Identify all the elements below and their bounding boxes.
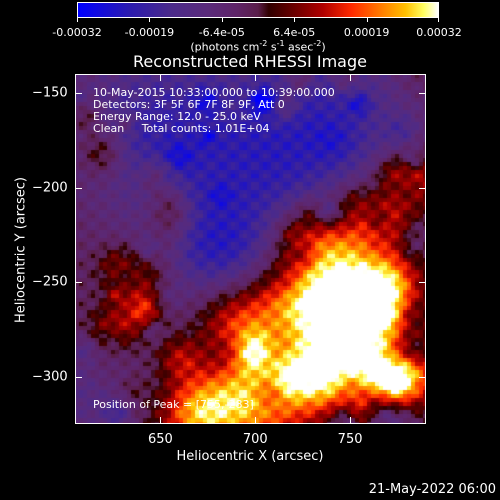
y-tickmark xyxy=(419,376,426,378)
colorbar-units-exp-3: -2 xyxy=(313,39,322,48)
y-tickmark xyxy=(75,92,82,94)
y-tickmark xyxy=(75,187,82,189)
annotation-time-range: 10-May-2015 10:33:00.000 to 10:39:00.000 xyxy=(93,86,335,99)
chart-title: Reconstructed RHESSI Image xyxy=(133,52,367,71)
annotation-detectors: Detectors: 3F 5F 6F 7F 8F 9F, Att 0 xyxy=(93,98,285,111)
colorbar-tickmark xyxy=(366,17,368,22)
colorbar xyxy=(77,2,439,18)
y-tick-label: −300 xyxy=(32,369,68,385)
x-tick-label: 750 xyxy=(337,432,363,447)
colorbar-tick-label: 6.4e-05 xyxy=(273,26,316,39)
y-tickmark xyxy=(419,282,426,284)
x-tickmark xyxy=(350,417,352,424)
plot-area xyxy=(75,74,426,424)
y-tick-label: −150 xyxy=(32,85,68,101)
colorbar-units-exp-1: -2 xyxy=(259,39,268,48)
colorbar-tick-label: -6.4e-05 xyxy=(198,26,245,39)
colorbar-units-exp-2: -1 xyxy=(276,39,285,48)
colorbar-tick-label: 0.00032 xyxy=(416,26,462,39)
colorbar-units-s: s xyxy=(267,40,277,54)
colorbar-tickmark xyxy=(438,17,439,22)
annotation-clean-counts: Clean Total counts: 1.01E+04 xyxy=(93,122,270,135)
x-axis-label: Heliocentric X (arcsec) xyxy=(176,449,324,464)
footer-date: 21-May-2022 06:00 xyxy=(368,482,496,497)
colorbar-units-asec: asec xyxy=(284,40,314,54)
x-tickmark xyxy=(160,74,162,81)
y-tick-label: −200 xyxy=(32,180,68,195)
y-axis-label: Heliocentric Y (arcsec) xyxy=(13,177,29,323)
y-tickmark xyxy=(419,187,426,189)
plot-border xyxy=(75,74,426,424)
x-tick-label: 700 xyxy=(242,432,268,447)
colorbar-tick-label: -0.00019 xyxy=(124,26,175,39)
colorbar-units-label: (photons cm-2 s-1 asec-2) xyxy=(190,39,325,54)
colorbar-tickmark xyxy=(149,17,151,22)
colorbar-units-prefix: (photons cm xyxy=(190,40,260,54)
colorbar-units-close: ) xyxy=(321,40,326,54)
annotation-energy-range: Energy Range: 12.0 - 25.0 keV xyxy=(93,110,261,123)
heatmap-image xyxy=(75,74,426,424)
colorbar-tick-label: -0.00032 xyxy=(52,26,102,39)
y-tickmark xyxy=(75,282,82,284)
colorbar-tickmark xyxy=(294,17,296,22)
y-tick-label: −250 xyxy=(32,274,68,290)
x-tickmark xyxy=(255,417,257,424)
x-tickmark xyxy=(350,74,352,81)
colorbar-tickmark xyxy=(221,17,223,22)
x-tick-label: 650 xyxy=(147,432,173,447)
colorbar-tickmark xyxy=(77,17,78,22)
x-tickmark xyxy=(160,417,162,424)
y-tickmark xyxy=(419,92,426,94)
colorbar-tick-label: 0.00019 xyxy=(343,26,390,39)
peak-position-label: Position of Peak = [755,-283] xyxy=(93,398,254,411)
x-tickmark xyxy=(255,74,257,81)
y-tickmark xyxy=(75,376,82,378)
